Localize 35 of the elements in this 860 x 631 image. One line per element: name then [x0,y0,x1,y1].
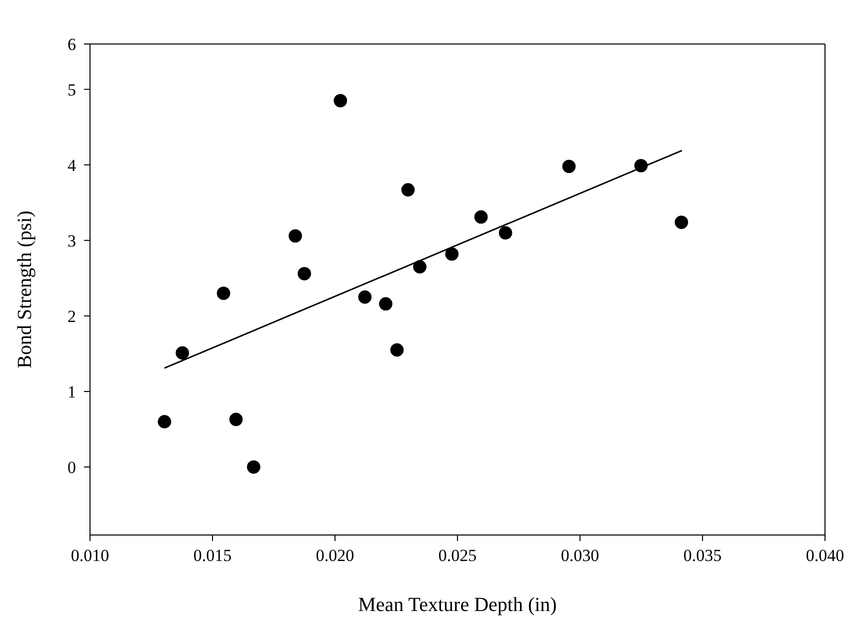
point [334,94,348,108]
y-tick-label: 4 [68,156,76,175]
point [474,210,488,224]
point [674,216,688,229]
point [246,460,260,474]
point [634,158,648,172]
point [288,229,302,243]
point [445,247,459,261]
point [298,266,312,280]
point [216,286,230,300]
y-tick-label: 6 [68,35,76,54]
point [401,183,415,196]
point [176,346,190,360]
x-tick-label: 0.030 [560,546,600,566]
point [158,415,172,428]
x-tick-label: 0.025 [438,546,477,566]
point [390,343,404,357]
point [562,160,576,174]
point [498,226,512,240]
point [358,290,372,304]
x-tick-label: 0.035 [683,546,722,566]
y-tick-label: 2 [68,306,76,326]
y-tick-label: 0 [68,458,76,478]
point [229,412,243,426]
point [413,260,426,274]
x-tick-label: 0.010 [70,546,110,566]
x-tick-label: 0.020 [316,546,354,566]
y-tick-label: 1 [68,382,76,402]
x-axis-title: Mean Texture Depth (in) [358,594,557,616]
x-tick-label: 0.015 [193,546,232,566]
y-axis-title: Bond Strength (psi) [14,210,36,368]
point [379,297,392,311]
x-tick-label: 0.040 [806,546,844,566]
y-tick-label: 5 [68,80,76,100]
y-tick-label: 3 [68,231,76,250]
